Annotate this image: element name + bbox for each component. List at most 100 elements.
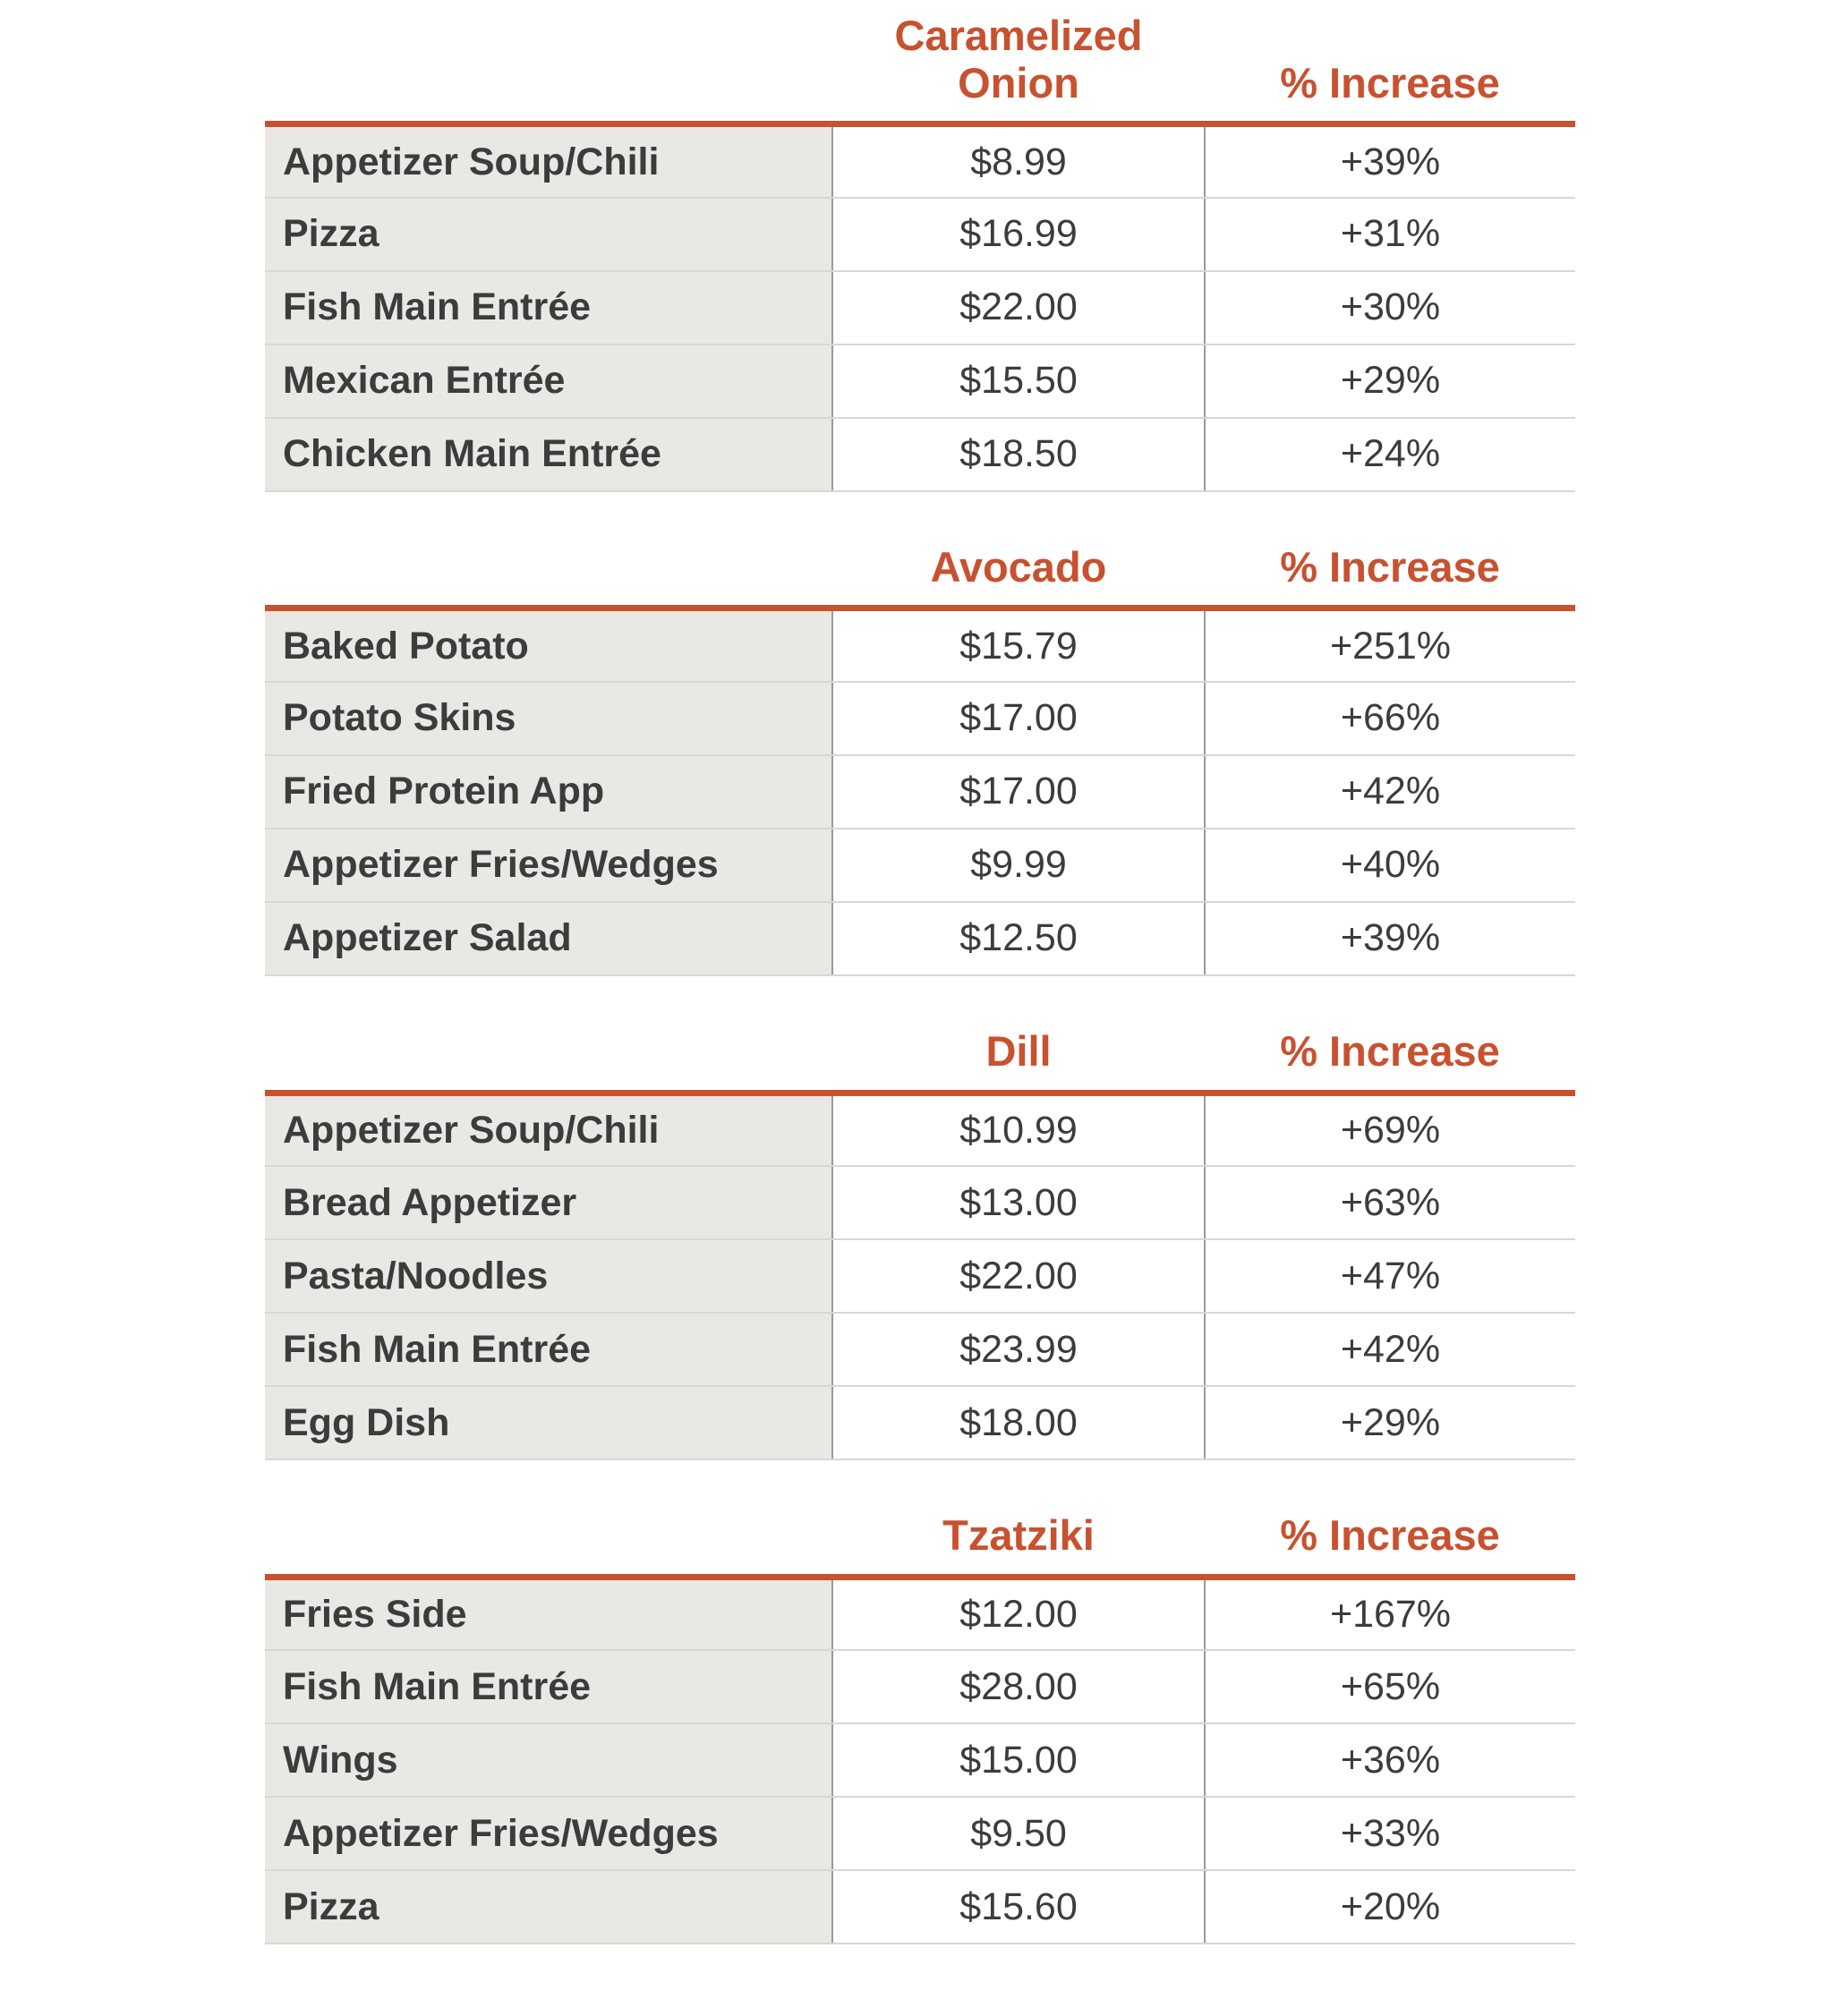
table-body: Appetizer Soup/Chili $10.99 +69% Bread Appe… bbox=[265, 1093, 1575, 1460]
item-name-cell: Fish Main Entrée bbox=[265, 1650, 832, 1725]
increase-header: % Increase bbox=[1205, 1511, 1575, 1580]
increase-cell: +29% bbox=[1204, 344, 1575, 419]
price-cell: $12.00 bbox=[831, 1577, 1205, 1652]
item-name-cell: Baked Potato bbox=[265, 608, 832, 683]
empty-header-cell bbox=[265, 1027, 832, 1096]
price-cell: $13.00 bbox=[831, 1166, 1205, 1240]
table-body: Baked Potato $15.79 +251% Potato Skins $17.0… bbox=[265, 608, 1575, 976]
header-row: Avocado % Increase bbox=[265, 542, 1575, 612]
topping-title-text: Tzatziki bbox=[942, 1511, 1095, 1559]
increase-cell: +66% bbox=[1204, 681, 1575, 756]
topping-price-table: Tzatziki % Increase Fries Side $12.00 +167… bbox=[265, 1511, 1575, 1945]
item-name-cell: Chicken Main Entrée bbox=[265, 417, 832, 492]
topping-price-increase-infographic: Caramelized Onion % Increase Appetizer S… bbox=[0, 12, 1833, 1945]
price-cell: $8.99 bbox=[831, 123, 1205, 199]
price-cell: $12.50 bbox=[831, 901, 1205, 976]
topping-title-text: Avocado bbox=[930, 542, 1107, 591]
increase-cell: +29% bbox=[1204, 1386, 1575, 1460]
increase-header: % Increase bbox=[1205, 543, 1575, 612]
table-row: Pizza $15.60 +20% bbox=[265, 1870, 1575, 1945]
increase-cell: +42% bbox=[1204, 754, 1575, 829]
item-name-cell: Egg Dish bbox=[265, 1386, 832, 1460]
item-name-cell: Pizza bbox=[265, 197, 832, 272]
table-row: Fish Main Entrée $28.00 +65% bbox=[265, 1650, 1575, 1725]
item-name-cell: Bread Appetizer bbox=[265, 1166, 832, 1240]
topping-price-table: Caramelized Onion % Increase Appetizer S… bbox=[265, 12, 1575, 492]
increase-header: % Increase bbox=[1205, 1027, 1575, 1096]
price-cell: $17.00 bbox=[831, 681, 1205, 756]
price-cell: $10.99 bbox=[831, 1093, 1205, 1167]
price-cell: $15.00 bbox=[831, 1723, 1205, 1799]
increase-cell: +24% bbox=[1204, 417, 1575, 492]
empty-header-cell bbox=[265, 13, 832, 128]
table-row: Mexican Entrée $15.50 +29% bbox=[265, 344, 1575, 419]
table-row: Appetizer Fries/Wedges $9.99 +40% bbox=[265, 828, 1575, 903]
item-name-cell: Fried Protein App bbox=[265, 754, 832, 829]
item-name-cell: Appetizer Fries/Wedges bbox=[265, 1797, 832, 1872]
empty-header-cell bbox=[265, 1512, 832, 1580]
item-name-cell: Fish Main Entrée bbox=[265, 270, 832, 345]
table-row: Appetizer Fries/Wedges $9.50 +33% bbox=[265, 1797, 1575, 1872]
item-name-cell: Appetizer Soup/Chili bbox=[265, 123, 832, 199]
header-row: Tzatziki % Increase bbox=[265, 1511, 1575, 1580]
header-row: Caramelized Onion % Increase bbox=[265, 12, 1575, 128]
item-name-cell: Mexican Entrée bbox=[265, 344, 832, 419]
table-row: Chicken Main Entrée $18.50 +24% bbox=[265, 417, 1575, 492]
item-name-cell: Pasta/Noodles bbox=[265, 1239, 832, 1314]
table-row: Potato Skins $17.00 +66% bbox=[265, 681, 1575, 756]
increase-header: % Increase bbox=[1205, 13, 1575, 128]
empty-header-cell bbox=[265, 543, 832, 612]
increase-cell: +33% bbox=[1204, 1797, 1575, 1872]
price-cell: $9.99 bbox=[831, 828, 1205, 903]
increase-cell: +42% bbox=[1204, 1313, 1575, 1387]
item-name-cell: Pizza bbox=[265, 1870, 832, 1945]
increase-cell: +39% bbox=[1204, 123, 1575, 199]
item-name-cell: Appetizer Fries/Wedges bbox=[265, 828, 832, 903]
table-row: Wings $15.00 +36% bbox=[265, 1723, 1575, 1799]
tables-container: Caramelized Onion % Increase Appetizer S… bbox=[0, 12, 1833, 1945]
table-row: Fish Main Entrée $22.00 +30% bbox=[265, 270, 1575, 345]
topping-title: Avocado bbox=[832, 542, 1205, 612]
item-name-cell: Fries Side bbox=[265, 1577, 832, 1652]
item-name-cell: Potato Skins bbox=[265, 681, 832, 756]
table-row: Fries Side $12.00 +167% bbox=[265, 1577, 1575, 1652]
topping-price-table: Avocado % Increase Baked Potato $15.79 +25… bbox=[265, 542, 1575, 976]
increase-cell: +20% bbox=[1204, 1870, 1575, 1945]
item-name-cell: Appetizer Salad bbox=[265, 901, 832, 976]
increase-cell: +31% bbox=[1204, 197, 1575, 272]
table-row: Appetizer Soup/Chili $10.99 +69% bbox=[265, 1093, 1575, 1167]
topping-title: Caramelized Onion bbox=[832, 12, 1205, 128]
increase-cell: +65% bbox=[1204, 1650, 1575, 1725]
increase-cell: +251% bbox=[1204, 608, 1575, 683]
topping-title: Dill bbox=[832, 1026, 1205, 1096]
increase-cell: +40% bbox=[1204, 828, 1575, 903]
table-row: Pizza $16.99 +31% bbox=[265, 197, 1575, 272]
table-row: Pasta/Noodles $22.00 +47% bbox=[265, 1239, 1575, 1314]
table-row: Appetizer Soup/Chili $8.99 +39% bbox=[265, 123, 1575, 199]
increase-cell: +69% bbox=[1204, 1093, 1575, 1167]
price-cell: $15.79 bbox=[831, 608, 1205, 683]
price-cell: $22.00 bbox=[831, 270, 1205, 345]
price-cell: $17.00 bbox=[831, 754, 1205, 829]
increase-cell: +39% bbox=[1204, 901, 1575, 976]
topping-table-section: Caramelized Onion % Increase Appetizer S… bbox=[265, 12, 1575, 492]
item-name-cell: Appetizer Soup/Chili bbox=[265, 1093, 832, 1167]
price-cell: $9.50 bbox=[831, 1797, 1205, 1872]
table-row: Bread Appetizer $13.00 +63% bbox=[265, 1166, 1575, 1240]
topping-table-section: Avocado % Increase Baked Potato $15.79 +25… bbox=[265, 542, 1575, 976]
table-row: Egg Dish $18.00 +29% bbox=[265, 1386, 1575, 1460]
price-cell: $22.00 bbox=[831, 1239, 1205, 1314]
price-cell: $28.00 bbox=[831, 1650, 1205, 1725]
increase-cell: +47% bbox=[1204, 1239, 1575, 1314]
increase-cell: +30% bbox=[1204, 270, 1575, 345]
table-row: Fried Protein App $17.00 +42% bbox=[265, 754, 1575, 829]
topping-title-text: Caramelized Onion bbox=[894, 12, 1143, 106]
topping-title: Tzatziki bbox=[832, 1511, 1205, 1580]
increase-cell: +63% bbox=[1204, 1166, 1575, 1240]
price-cell: $18.00 bbox=[831, 1386, 1205, 1460]
price-cell: $18.50 bbox=[831, 417, 1205, 492]
price-cell: $15.50 bbox=[831, 344, 1205, 419]
table-body: Appetizer Soup/Chili $8.99 +39% Pizza $16.99… bbox=[265, 123, 1575, 492]
table-body: Fries Side $12.00 +167% Fish Main Entrée $28… bbox=[265, 1577, 1575, 1945]
topping-title-text: Dill bbox=[985, 1026, 1052, 1075]
